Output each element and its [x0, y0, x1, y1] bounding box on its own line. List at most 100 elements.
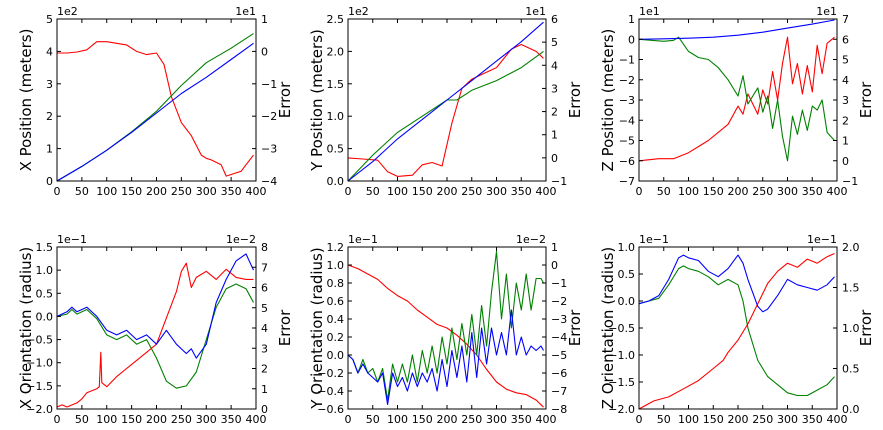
y-tick-label: −6 — [619, 155, 635, 168]
x-tick-label: 0 — [54, 185, 61, 198]
left-axis-multiplier: 1e2 — [57, 5, 78, 18]
x-tick-label: 0 — [345, 413, 352, 426]
y-right-tick-label: 0 — [261, 403, 268, 416]
x-tick-label: 200 — [728, 413, 749, 426]
y-right-tick-label: 0 — [261, 45, 268, 58]
x-tick-label: 0 — [345, 185, 352, 198]
y-right-tick-label: 1 — [261, 383, 268, 396]
y-tick-label: −0.6 — [317, 403, 344, 416]
y-tick-label: −7 — [619, 175, 635, 188]
y-tick-label: −2.0 — [26, 403, 53, 416]
y-tick-label: 1.0 — [327, 110, 345, 123]
y-right-tick-label: 1.0 — [842, 322, 860, 335]
x-tick-label: 50 — [75, 413, 89, 426]
x-tick-label: 0 — [636, 185, 643, 198]
y-right-axis-label: Error — [276, 309, 294, 346]
y-tick-label: −0.5 — [26, 334, 53, 347]
y-tick-label: 1 — [46, 143, 53, 156]
y-right-tick-label: 2 — [842, 114, 849, 127]
series-line-green — [56, 33, 254, 182]
x-tick-label: 250 — [171, 185, 192, 198]
x-tick-label: 250 — [461, 413, 482, 426]
y-tick-label: −1.0 — [26, 357, 53, 370]
y-tick-label: 0.5 — [36, 287, 54, 300]
series-line-red — [57, 41, 254, 177]
y-right-axis-label: Error — [276, 81, 294, 118]
x-tick-label: 400 — [536, 185, 557, 198]
right-axis-multiplier: 1e1 — [235, 5, 256, 18]
y-tick-label: 0.6 — [327, 295, 345, 308]
y-tick-label: 0.5 — [327, 143, 345, 156]
y-tick-label: −1.0 — [608, 349, 635, 362]
y-tick-label: −5 — [619, 135, 635, 148]
x-tick-label: 100 — [678, 185, 699, 198]
y-tick-label: 0.0 — [327, 175, 345, 188]
y-right-axis-label: Error — [857, 309, 875, 346]
x-tick-label: 150 — [412, 413, 433, 426]
y-right-tick-label: 2.0 — [842, 241, 860, 254]
plot-frame — [56, 18, 257, 182]
y-right-axis-label: Error — [566, 309, 584, 346]
x-tick-label: 150 — [412, 185, 433, 198]
y-right-tick-label: 1.5 — [842, 282, 860, 295]
x-tick-label: 400 — [827, 413, 848, 426]
y-right-tick-label: −8 — [551, 403, 567, 416]
series-line-blue — [638, 254, 835, 313]
x-tick-label: 400 — [827, 185, 848, 198]
x-tick-label: 150 — [703, 413, 724, 426]
subplot-1: 0 50 100 150 200 250 300 350 400 0 1 2 3 4 5 −4 −3 −2 −1 0 1… — [17, 5, 294, 198]
y-right-tick-label: −5 — [551, 349, 567, 362]
x-tick-label: 150 — [703, 185, 724, 198]
y-axis-label: Z Position (meters) — [599, 29, 617, 172]
y-tick-label: −0.5 — [608, 322, 635, 335]
x-tick-label: 50 — [75, 185, 89, 198]
x-tick-label: 100 — [96, 413, 117, 426]
y-right-tick-label: 0.5 — [842, 363, 860, 376]
x-tick-label: 150 — [121, 413, 142, 426]
series-line-green — [56, 283, 254, 389]
y-tick-label: 2 — [46, 110, 53, 123]
x-tick-label: 300 — [777, 413, 798, 426]
x-tick-label: 350 — [221, 413, 242, 426]
y-tick-label: 0.8 — [327, 277, 345, 290]
right-axis-multiplier: 1e−2 — [516, 233, 546, 246]
y-right-tick-label: 1 — [551, 129, 558, 142]
subplot-6: 0 50 100 150 200 250 300 350 400 −2.0 −1.5 −1.0 −0.5… — [599, 233, 875, 426]
x-tick-label: 50 — [366, 413, 380, 426]
left-axis-multiplier: 1e1 — [639, 5, 660, 18]
x-tick-label: 400 — [246, 185, 267, 198]
x-tick-label: 350 — [511, 413, 532, 426]
y-tick-label: 1.0 — [327, 259, 345, 272]
x-tick-label: 200 — [146, 413, 167, 426]
y-right-tick-label: 8 — [261, 241, 268, 254]
left-axis-multiplier: 1e−1 — [348, 233, 378, 246]
y-right-tick-label: −3 — [261, 143, 277, 156]
y-right-tick-label: −3 — [551, 313, 567, 326]
x-tick-label: 200 — [437, 413, 458, 426]
x-tick-label: 300 — [777, 185, 798, 198]
y-axis-label: Y Position (meters) — [308, 29, 326, 172]
y-right-tick-label: −4 — [551, 331, 567, 344]
y-tick-label: 0.5 — [618, 268, 636, 281]
series-line-red — [56, 262, 254, 408]
x-tick-label: 100 — [678, 413, 699, 426]
y-right-tick-label: 0.0 — [842, 403, 860, 416]
x-tick-label: 50 — [657, 185, 671, 198]
series-line-blue — [638, 19, 835, 40]
y-tick-label: 0.0 — [327, 349, 345, 362]
y-right-tick-label: −7 — [551, 385, 567, 398]
x-tick-label: 200 — [146, 185, 167, 198]
x-tick-label: 350 — [511, 185, 532, 198]
y-tick-label: 0.0 — [36, 310, 54, 323]
x-tick-label: 350 — [802, 185, 823, 198]
y-tick-label: 0.0 — [618, 295, 636, 308]
y-right-tick-label: 1 — [842, 135, 849, 148]
x-tick-label: 50 — [366, 185, 380, 198]
series-line-red — [638, 252, 835, 410]
series-line-green — [347, 250, 544, 401]
series-line-blue — [56, 42, 254, 182]
plot-frame — [56, 246, 257, 410]
y-tick-label: 1.0 — [618, 241, 636, 254]
series-line-red — [347, 43, 544, 177]
right-axis-multiplier: 1e−2 — [226, 233, 256, 246]
